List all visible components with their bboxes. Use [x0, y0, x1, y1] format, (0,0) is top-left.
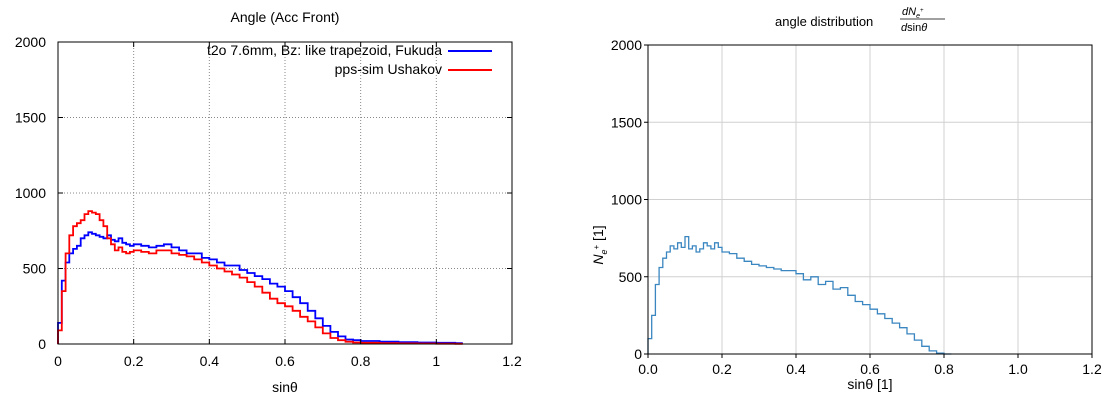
x-tick-label: 1.2	[502, 353, 522, 369]
x-tick-label: 1	[432, 353, 440, 369]
x-tick-label: 0.4	[200, 353, 220, 369]
y-tick-label: 1000	[15, 185, 46, 201]
x-tick-label: 0	[54, 353, 62, 369]
right-ticks: 0.0 0.2 0.4 0.6 0.8 1.0 1.2 0 500 1000 1500 2000	[611, 37, 1102, 377]
y-tick-label: 1500	[15, 110, 46, 126]
title-den: dsinθ	[901, 22, 927, 34]
legend-label-series-1: t2o 7.6mm, Bz: like trapezoid, Fukuda	[207, 42, 442, 58]
left-chart-title: Angle (Acc Front)	[231, 9, 340, 25]
y-tick-label: 2000	[15, 34, 46, 50]
x-tick-label: 0.8	[934, 361, 954, 377]
y-tick-label: 2000	[611, 37, 642, 53]
y-tick-label: 500	[619, 269, 643, 285]
y-tick-label: 1500	[611, 114, 642, 130]
x-tick-label: 0.0	[638, 361, 658, 377]
right-title-fraction: dNe+ dsinθ	[900, 6, 945, 34]
title-num: dNe+	[902, 6, 924, 20]
left-ticks: 0 0.2 0.4 0.6 0.8 1 1.2 0 500 1000 1500 2000	[15, 34, 522, 369]
series-line-2	[57, 210, 463, 345]
x-tick-label: 0.4	[786, 361, 806, 377]
x-tick-label: 0.2	[124, 353, 144, 369]
x-tick-label: 0.6	[275, 353, 295, 369]
right-series-group	[647, 235, 952, 355]
x-tick-label: 0.2	[712, 361, 732, 377]
left-legend: t2o 7.6mm, Bz: like trapezoid, Fukuda pp…	[207, 42, 492, 77]
right-chart-title: angle distribution dNe+ dsinθ	[775, 6, 945, 34]
series-line-1	[647, 235, 952, 355]
right-chart: angle distribution dNe+ dsinθ 0.0 0.2 0.4 0…	[590, 6, 1102, 392]
right-y-axis-label: Ne+ [1]	[590, 225, 609, 264]
right-x-axis-label: sinθ [1]	[847, 376, 892, 392]
left-x-axis-label: sinθ	[272, 379, 298, 395]
legend-label-series-2: pps-sim Ushakov	[335, 61, 442, 77]
x-tick-label: 1.2	[1082, 361, 1102, 377]
x-tick-label: 0.8	[351, 353, 371, 369]
series-line-1	[57, 231, 463, 345]
y-tick-label: 1000	[611, 192, 642, 208]
x-tick-label: 0.6	[860, 361, 880, 377]
left-series-group	[57, 210, 463, 345]
y-tick-label: 0	[634, 346, 642, 362]
y-tick-label: 500	[23, 261, 47, 277]
left-grid	[58, 42, 512, 344]
right-title-text: angle distribution	[775, 14, 873, 29]
left-chart: Angle (Acc Front) 0 0.2 0.4 0.6 0.8 1 1.2 0 500 1…	[15, 9, 522, 395]
y-tick-label: 0	[38, 336, 46, 352]
x-tick-label: 1.0	[1008, 361, 1028, 377]
